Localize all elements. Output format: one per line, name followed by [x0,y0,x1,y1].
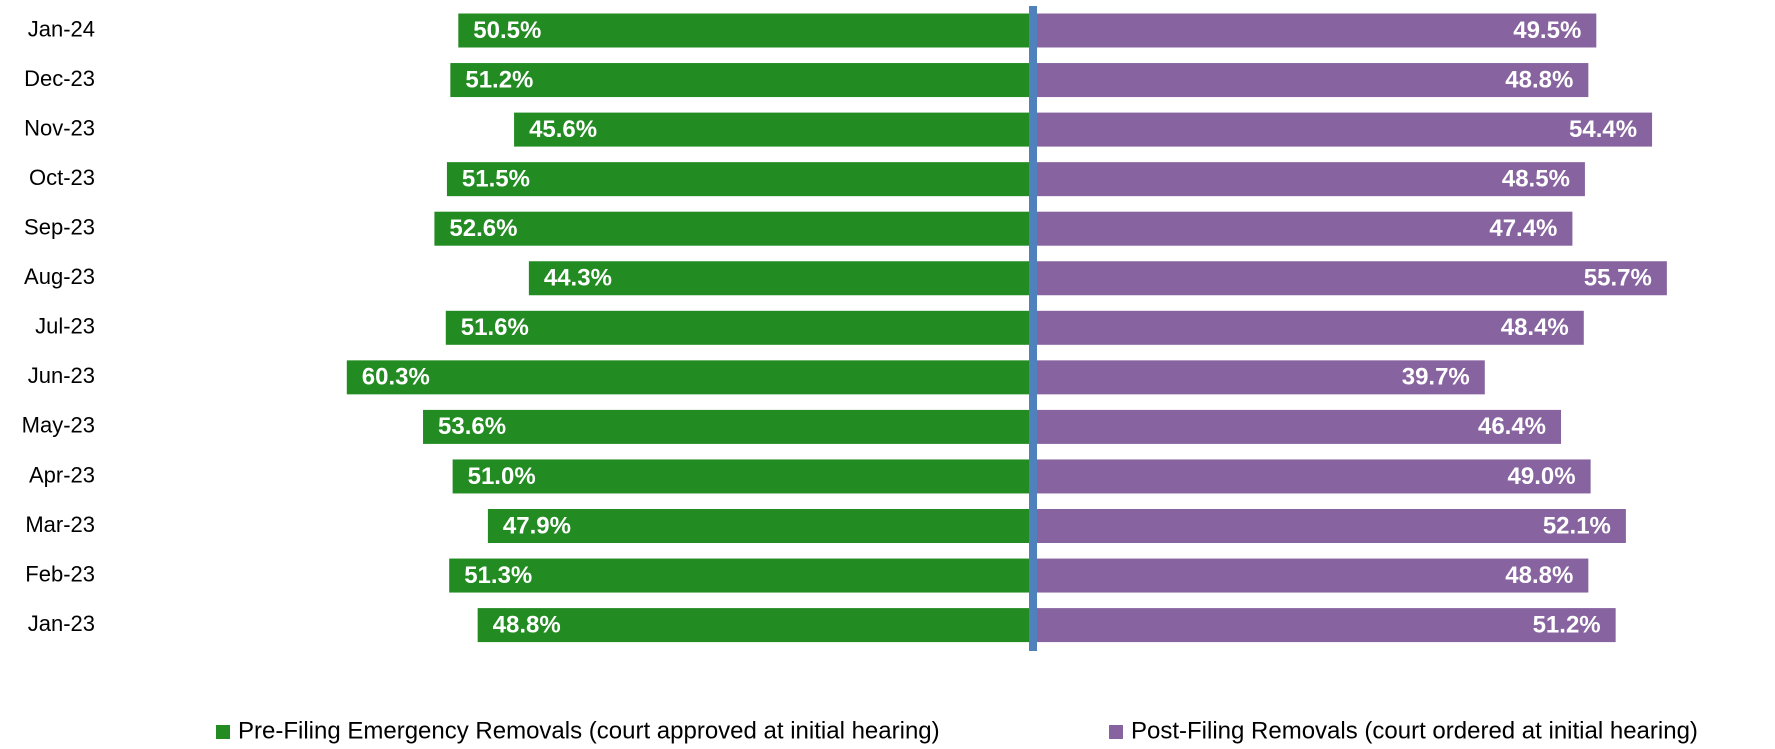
legend-label: Post-Filing Removals (court ordered at i… [1131,717,1698,744]
legend-swatch [1109,725,1123,739]
bar [1033,558,1589,593]
bar [1033,509,1626,543]
value-label: 49.0% [1508,463,1576,490]
bar [346,360,1033,395]
bar [487,509,1033,543]
bar [1033,63,1589,98]
value-label: 49.5% [1513,17,1581,44]
bar [1033,608,1616,643]
bar [528,261,1033,296]
bar [446,162,1033,197]
bar [434,211,1033,246]
bar [1033,162,1585,197]
bar [423,409,1034,444]
y-tick-label: Jun-23 [28,363,95,388]
value-label: 52.6% [449,215,517,242]
y-tick-label: Sep-23 [24,215,95,240]
y-tick-label: Apr-23 [29,462,95,487]
plot: Jan-24 50.5% 49.5% Dec-23 51.2% 48.8% Nov-23 45… [22,13,1698,744]
y-tick-label: Mar-23 [25,512,95,537]
bar [514,112,1033,147]
bar [1033,360,1485,395]
bar [477,608,1033,643]
value-label: 51.2% [1533,611,1601,638]
value-label: 47.4% [1489,215,1557,242]
bar [450,63,1033,98]
y-tick-label: Dec-23 [24,66,95,91]
value-label: 53.6% [438,413,506,440]
y-tick-label: Aug-23 [24,264,95,289]
value-label: 39.7% [1402,364,1470,391]
value-label: 50.5% [473,17,541,44]
value-label: 60.3% [362,364,430,391]
y-tick-label: Feb-23 [25,561,95,586]
bar [1033,459,1591,494]
value-label: 48.8% [1505,562,1573,589]
bar [1033,310,1584,345]
value-label: 47.9% [503,512,571,539]
y-tick-label: Jul-23 [35,314,95,339]
value-label: 45.6% [529,116,597,143]
value-label: 48.5% [1502,165,1570,192]
bar [1033,13,1597,48]
value-label: 51.0% [468,463,536,490]
y-tick-label: Oct-23 [29,165,95,190]
bar [1033,211,1573,246]
bar [1033,112,1653,147]
y-tick-label: Jan-23 [28,611,95,636]
value-label: 51.6% [461,314,529,341]
legend-swatch [216,725,230,739]
value-label: 51.3% [464,562,532,589]
bar [449,558,1033,593]
legend-label: Pre-Filing Emergency Removals (court app… [238,717,940,744]
value-label: 51.5% [462,165,530,192]
value-label: 44.3% [544,265,612,292]
value-label: 48.8% [493,611,561,638]
value-label: 51.2% [465,66,533,93]
value-label: 52.1% [1543,512,1611,539]
value-label: 48.4% [1501,314,1569,341]
bar [458,13,1033,48]
bar [1033,409,1562,444]
y-tick-label: Jan-24 [28,16,95,41]
y-tick-label: Nov-23 [24,115,95,140]
value-label: 48.8% [1505,66,1573,93]
bar [452,459,1033,494]
bar [445,310,1033,345]
value-label: 46.4% [1478,413,1546,440]
y-tick-label: May-23 [22,413,95,438]
value-label: 54.4% [1569,116,1637,143]
bar [1033,261,1667,296]
value-label: 55.7% [1584,265,1652,292]
